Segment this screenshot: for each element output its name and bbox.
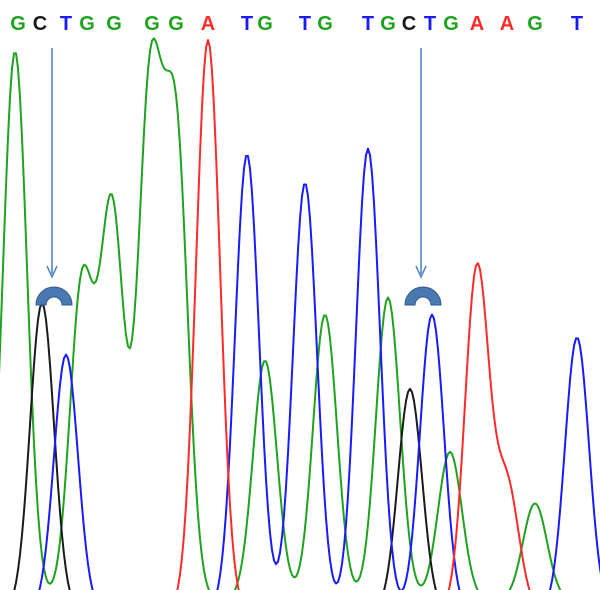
marker-layer	[35, 48, 442, 306]
trace-T	[38, 147, 600, 590]
base-call-label: A	[470, 13, 484, 35]
base-call-label: G	[168, 13, 184, 35]
mutation-marker	[35, 48, 73, 306]
base-call-label: G	[380, 13, 396, 35]
arrow-head-icon	[46, 265, 58, 279]
base-call-label: G	[257, 13, 273, 35]
base-call-label: G	[527, 13, 543, 35]
mutation-marker	[404, 48, 442, 306]
base-call-label: C	[402, 13, 416, 35]
trace-G	[0, 37, 562, 590]
base-call-label: G	[144, 13, 160, 35]
base-call-label: A	[201, 13, 215, 35]
trace-C	[13, 302, 437, 590]
horseshoe-marker-icon	[35, 286, 73, 306]
base-call-label: T	[571, 13, 583, 35]
horseshoe-marker-icon	[404, 286, 442, 306]
base-call-label: T	[424, 13, 436, 35]
base-call-label: T	[60, 13, 72, 35]
base-call-label: T	[362, 13, 374, 35]
base-call-label: G	[106, 13, 122, 35]
base-call-label: A	[500, 13, 514, 35]
base-call-label: G	[79, 13, 95, 35]
base-call-label: T	[299, 13, 311, 35]
base-call-label: G	[443, 13, 459, 35]
arrow-head-icon	[415, 265, 427, 279]
base-call-label: T	[241, 13, 253, 35]
trace-A	[176, 39, 531, 590]
base-call-label: C	[33, 13, 47, 35]
base-call-label: G	[317, 13, 333, 35]
base-call-label: G	[10, 13, 26, 35]
trace-layer	[0, 37, 600, 590]
